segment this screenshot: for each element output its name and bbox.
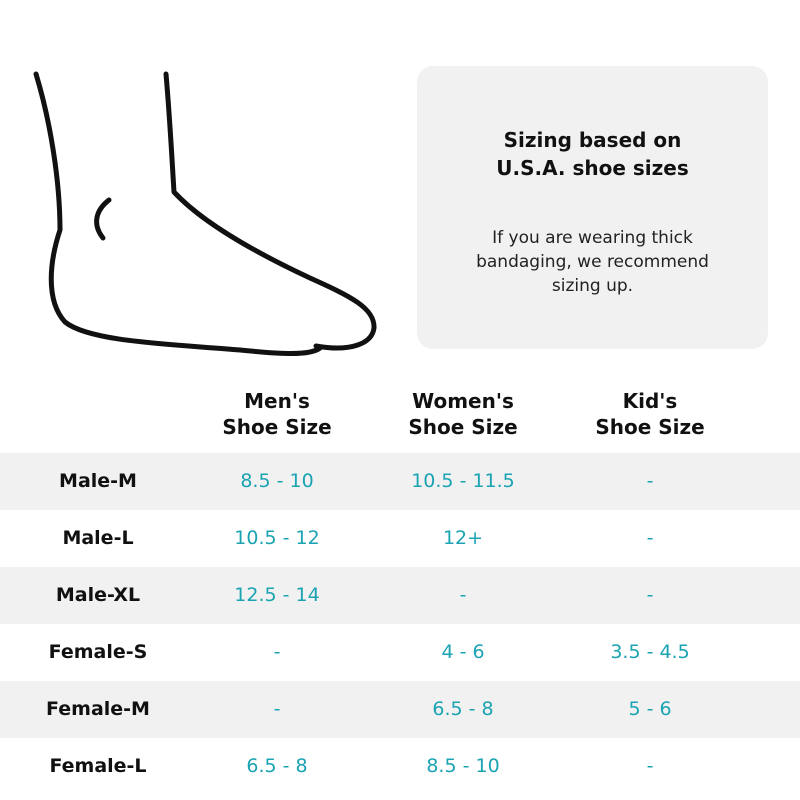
mens-size-cell: 8.5 - 10	[240, 470, 314, 492]
womens-size-cell: 8.5 - 10	[426, 755, 500, 777]
table-row: Female-M - 6.5 - 8 5 - 6	[0, 681, 800, 738]
row-label: Male-XL	[55, 584, 141, 606]
kids-size-cell: -	[646, 527, 654, 549]
foot-outline-icon	[33, 71, 377, 356]
mens-size-cell: 10.5 - 12	[234, 527, 320, 549]
kids-size-cell: -	[646, 584, 654, 606]
row-label: Male-M	[59, 470, 137, 492]
column-header-womens: Women's Shoe Size	[408, 389, 518, 439]
sizing-info-title: Sizing based on U.S.A. shoe sizes	[496, 128, 689, 180]
womens-size-cell: 6.5 - 8	[432, 698, 494, 720]
sizing-info-card: Sizing based on U.S.A. shoe sizes If you…	[417, 66, 768, 349]
table-row: Male-M 8.5 - 10 10.5 - 11.5 -	[0, 453, 800, 510]
womens-size-cell: 4 - 6	[441, 641, 485, 663]
kids-size-cell: -	[646, 470, 654, 492]
table-row: Male-XL 12.5 - 14 - -	[0, 567, 800, 624]
table-row: Female-L 6.5 - 8 8.5 - 10 -	[0, 738, 800, 795]
size-table: Male-M 8.5 - 10 10.5 - 11.5 - Male-L 10.…	[0, 453, 800, 795]
sizing-info-note: If you are wearing thick bandaging, we r…	[476, 228, 709, 296]
kids-size-cell: -	[646, 755, 654, 777]
column-header-mens: Men's Shoe Size	[222, 389, 332, 439]
row-label: Female-M	[46, 698, 150, 720]
mens-size-cell: -	[273, 698, 281, 720]
mens-size-cell: 12.5 - 14	[234, 584, 320, 606]
kids-size-cell: 5 - 6	[628, 698, 672, 720]
mens-size-cell: -	[273, 641, 281, 663]
row-label: Female-S	[48, 641, 148, 663]
column-header-kids: Kid's Shoe Size	[595, 389, 705, 439]
kids-size-cell: 3.5 - 4.5	[610, 641, 690, 663]
row-label: Female-L	[49, 755, 147, 777]
womens-size-cell: -	[459, 584, 467, 606]
row-label: Male-L	[62, 527, 134, 549]
table-row: Male-L 10.5 - 12 12+ -	[0, 510, 800, 567]
mens-size-cell: 6.5 - 8	[246, 755, 308, 777]
womens-size-cell: 12+	[442, 527, 484, 549]
womens-size-cell: 10.5 - 11.5	[411, 470, 515, 492]
table-row: Female-S - 4 - 6 3.5 - 4.5	[0, 624, 800, 681]
